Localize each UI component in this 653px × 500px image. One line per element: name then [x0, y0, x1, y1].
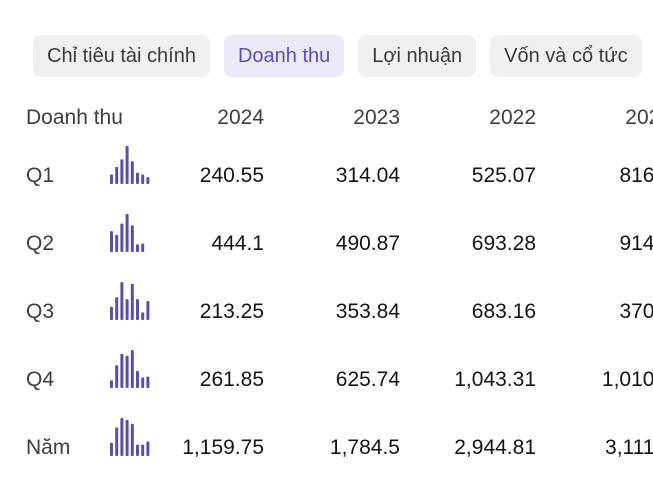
- sparkline-bar: [110, 380, 113, 388]
- value-cell-2023: 490.87: [335, 232, 400, 255]
- sparkline-chart: [109, 214, 151, 254]
- sparkline-bar: [136, 244, 139, 252]
- column-header-2023: 2023: [353, 106, 400, 129]
- table-row: Q4 261.85 625.74 1,043.31 1,010.4: [0, 340, 653, 408]
- table-header-row: Doanh thu 2024 2023 2022 2021: [0, 98, 653, 140]
- table-row: Năm 1,159.75 1,784.5 2,944.81 3,111.8: [0, 408, 653, 476]
- tab-revenue[interactable]: Doanh thu: [223, 35, 345, 77]
- sparkline-bar: [141, 174, 145, 184]
- sparkline-bar: [141, 312, 145, 320]
- revenue-table: Doanh thu 2024 2023 2022 2021 Q1 240.55 31…: [0, 98, 653, 459]
- sparkline-bar: [125, 214, 129, 252]
- column-header-2024: 2024: [217, 106, 264, 129]
- sparkline-bar: [130, 225, 134, 252]
- sparkline-chart: [109, 350, 151, 390]
- sparkline-bar: [115, 297, 119, 320]
- sparkline-bar: [141, 444, 145, 456]
- sparkline-chart: [109, 282, 151, 322]
- value-cell-2023: 1,784.5: [329, 436, 400, 459]
- sparkline-bar: [136, 299, 139, 320]
- sparkline-bar: [115, 234, 119, 252]
- value-cell-2024: 213.25: [199, 300, 264, 323]
- sparkline-bar: [115, 365, 119, 388]
- value-cell-2021: 370.4: [619, 300, 653, 323]
- sparkline-bar: [120, 353, 124, 388]
- value-cell-2024: 1,159.75: [182, 436, 264, 459]
- row-label: Q2: [26, 232, 55, 255]
- tab-bar: Chỉ tiêu tài chính Doanh thu Lợi nhuận V…: [33, 35, 642, 77]
- row-label: Năm: [26, 436, 71, 459]
- value-cell-2022: 1,043.31: [454, 368, 536, 391]
- sparkline-bar: [146, 177, 150, 184]
- row-label: Q1: [26, 164, 55, 187]
- value-cell-2024: 444.1: [211, 232, 264, 255]
- value-cell-2024: 261.85: [199, 368, 264, 391]
- sparkline-bar: [110, 174, 113, 184]
- sparkline-bar: [141, 377, 145, 388]
- value-cell-2021: 816.3: [619, 164, 653, 187]
- value-cell-2023: 314.04: [335, 164, 400, 187]
- sparkline-bar: [120, 282, 124, 320]
- table-row: Q3 213.25 353.84 683.16 370.4: [0, 272, 653, 340]
- value-cell-2024: 240.55: [199, 164, 264, 187]
- sparkline-bar: [125, 419, 129, 456]
- table-row: Q1 240.55 314.04 525.07 816.3: [0, 136, 653, 204]
- sparkline-chart: [109, 418, 151, 458]
- value-cell-2022: 693.28: [471, 232, 536, 255]
- sparkline-bar: [130, 350, 134, 388]
- sparkline-bar: [146, 441, 150, 456]
- sparkline-bar: [115, 427, 119, 456]
- value-cell-2023: 353.84: [335, 300, 400, 323]
- sparkline-bar: [120, 159, 124, 184]
- value-cell-2021: 3,111.8: [605, 436, 653, 459]
- sparkline-bar: [110, 306, 113, 320]
- value-cell-2022: 525.07: [471, 164, 536, 187]
- row-label: Q3: [26, 300, 55, 323]
- sparkline-bar: [136, 172, 139, 184]
- sparkline-bar: [120, 223, 124, 252]
- sparkline-bar: [125, 146, 129, 184]
- sparkline-bar: [130, 423, 134, 456]
- sparkline-bar: [125, 355, 129, 388]
- sparkline-chart: [109, 146, 151, 186]
- tab-financial-indicators[interactable]: Chỉ tiêu tài chính: [33, 35, 210, 77]
- sparkline-bar: [110, 442, 113, 456]
- sparkline-bar: [130, 283, 134, 320]
- column-header-label: Doanh thu: [26, 106, 123, 129]
- sparkline-bar: [136, 370, 139, 388]
- column-header-2022: 2022: [489, 106, 536, 129]
- sparkline-bar: [136, 444, 139, 456]
- value-cell-2022: 683.16: [471, 300, 536, 323]
- sparkline-bar: [115, 166, 119, 184]
- sparkline-bar: [125, 299, 129, 320]
- row-label: Q4: [26, 368, 55, 391]
- sparkline-bar: [146, 376, 150, 388]
- sparkline-bar: [110, 231, 113, 252]
- value-cell-2021: 914.5: [619, 232, 653, 255]
- sparkline-bar: [141, 243, 145, 252]
- value-cell-2023: 625.74: [335, 368, 400, 391]
- sparkline-bar: [130, 161, 134, 184]
- sparkline-bar: [120, 418, 124, 456]
- sparkline-bar: [146, 301, 150, 320]
- column-header-2021: 2021: [625, 106, 653, 129]
- tab-capital-dividends[interactable]: Vốn và cổ tức: [490, 35, 642, 77]
- table-row: Q2 444.1 490.87 693.28 914.5: [0, 204, 653, 272]
- tab-profit[interactable]: Lợi nhuận: [358, 35, 477, 77]
- value-cell-2022: 2,944.81: [454, 436, 536, 459]
- value-cell-2021: 1,010.4: [601, 368, 653, 391]
